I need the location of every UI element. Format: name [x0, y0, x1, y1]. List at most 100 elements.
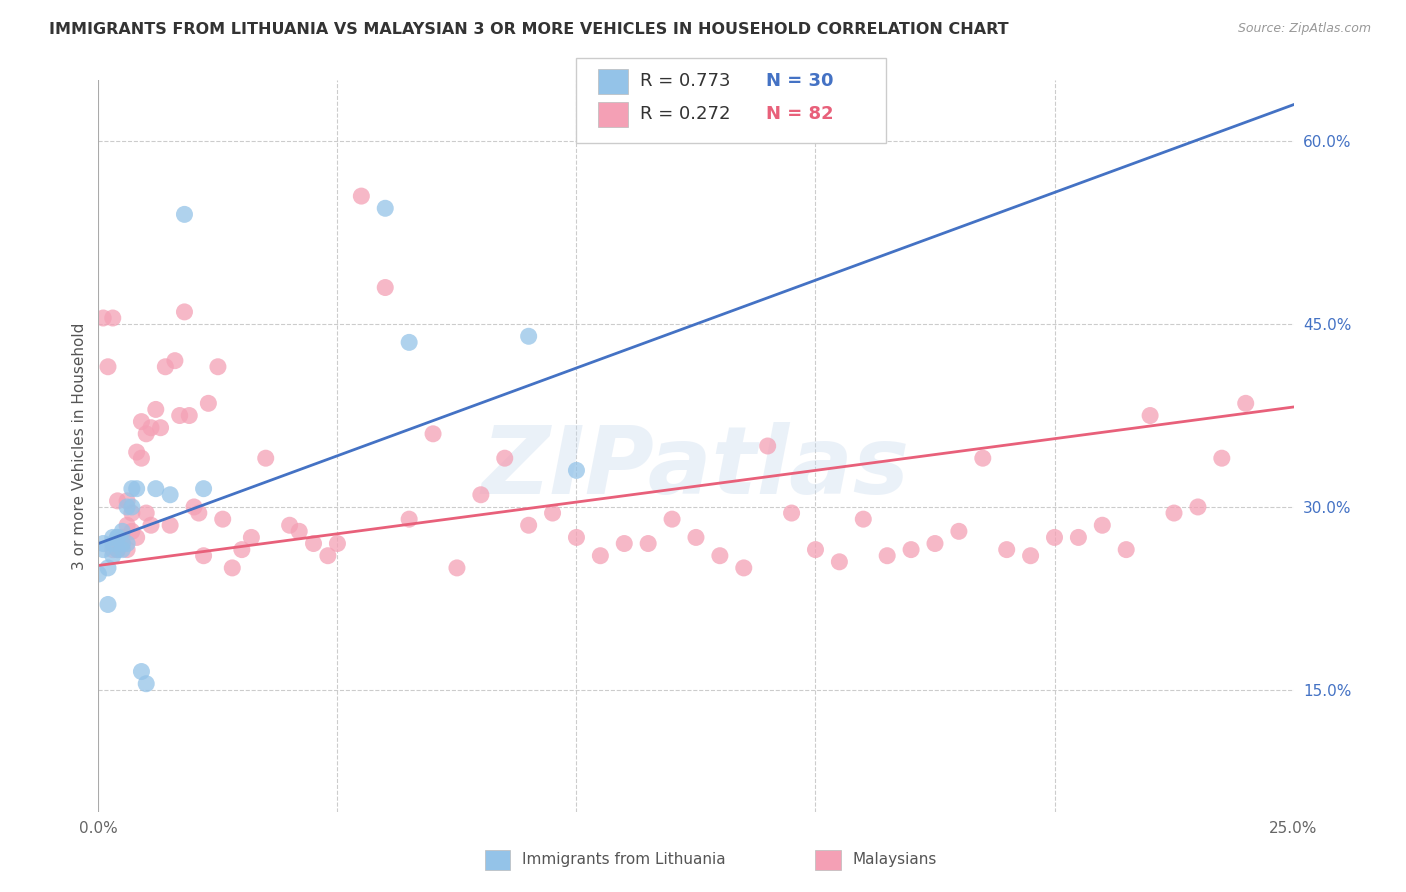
Point: [207, 359, 229, 374]
Point: [254, 451, 277, 466]
Point: [91, 310, 114, 325]
Point: [374, 280, 396, 294]
Point: [155, 359, 177, 374]
Point: [565, 463, 588, 477]
Y-axis label: 3 or more Vehicles in Household: 3 or more Vehicles in Household: [72, 322, 87, 570]
Point: [145, 482, 167, 496]
Point: [135, 426, 157, 441]
Point: [159, 488, 181, 502]
Point: [121, 482, 143, 496]
Point: [231, 542, 253, 557]
Point: [240, 530, 263, 544]
Text: IMMIGRANTS FROM LITHUANIA VS MALAYSIAN 3 OR MORE VEHICLES IN HOUSEHOLD CORRELATI: IMMIGRANTS FROM LITHUANIA VS MALAYSIAN 3…: [49, 22, 1010, 37]
Point: [637, 536, 659, 550]
Point: [173, 305, 195, 319]
Point: [494, 451, 516, 466]
Point: [179, 409, 201, 423]
Point: [613, 536, 636, 550]
Point: [121, 506, 143, 520]
Point: [101, 536, 124, 550]
Point: [876, 549, 898, 563]
Point: [139, 420, 162, 434]
Point: [159, 518, 181, 533]
Point: [278, 518, 301, 533]
Point: [145, 402, 167, 417]
Point: [900, 542, 922, 557]
Point: [517, 329, 540, 343]
Point: [709, 549, 731, 563]
Point: [101, 530, 124, 544]
Point: [733, 561, 755, 575]
Point: [589, 549, 612, 563]
Point: [115, 536, 138, 550]
Point: [446, 561, 468, 575]
Point: [470, 488, 492, 502]
Point: [972, 451, 994, 466]
Point: [398, 512, 420, 526]
Text: R = 0.272: R = 0.272: [640, 105, 730, 123]
Text: Source: ZipAtlas.com: Source: ZipAtlas.com: [1237, 22, 1371, 36]
Point: [685, 530, 707, 544]
Point: [135, 676, 157, 690]
Point: [1139, 409, 1161, 423]
Point: [733, 110, 755, 124]
Point: [115, 518, 138, 533]
Point: [288, 524, 311, 539]
Point: [139, 518, 162, 533]
Point: [131, 415, 153, 429]
Point: [169, 409, 191, 423]
Point: [115, 493, 138, 508]
Text: Immigrants from Lithuania: Immigrants from Lithuania: [522, 853, 725, 867]
Point: [1234, 396, 1257, 410]
Point: [131, 665, 153, 679]
Point: [125, 530, 148, 544]
Point: [107, 493, 129, 508]
Point: [183, 500, 205, 514]
Point: [1067, 530, 1090, 544]
Point: [111, 524, 134, 539]
Point: [97, 561, 120, 575]
Point: [101, 310, 124, 325]
Point: [326, 536, 349, 550]
Point: [1091, 518, 1114, 533]
Point: [193, 549, 215, 563]
Point: [804, 542, 827, 557]
Point: [1211, 451, 1233, 466]
Point: [149, 420, 172, 434]
Point: [173, 207, 195, 221]
Point: [97, 598, 120, 612]
Point: [1115, 542, 1137, 557]
Point: [107, 530, 129, 544]
Point: [111, 542, 134, 557]
Point: [302, 536, 325, 550]
Point: [780, 506, 803, 520]
Point: [1163, 506, 1185, 520]
Point: [107, 542, 129, 557]
Point: [756, 439, 779, 453]
Point: [101, 542, 124, 557]
Text: N = 30: N = 30: [766, 72, 834, 90]
Point: [661, 512, 683, 526]
Point: [924, 536, 946, 550]
Text: N = 82: N = 82: [766, 105, 834, 123]
Point: [115, 542, 138, 557]
Point: [111, 530, 134, 544]
Point: [1043, 530, 1066, 544]
Point: [131, 451, 153, 466]
Point: [187, 506, 209, 520]
Point: [115, 500, 138, 514]
Point: [948, 524, 970, 539]
Text: Malaysians: Malaysians: [852, 853, 936, 867]
Point: [87, 567, 110, 582]
Point: [398, 335, 420, 350]
Point: [541, 506, 564, 520]
Point: [852, 512, 875, 526]
Point: [97, 359, 120, 374]
Point: [374, 201, 396, 215]
Point: [517, 518, 540, 533]
Point: [125, 445, 148, 459]
Point: [111, 536, 134, 550]
Point: [107, 530, 129, 544]
Text: R = 0.773: R = 0.773: [640, 72, 730, 90]
Point: [193, 482, 215, 496]
